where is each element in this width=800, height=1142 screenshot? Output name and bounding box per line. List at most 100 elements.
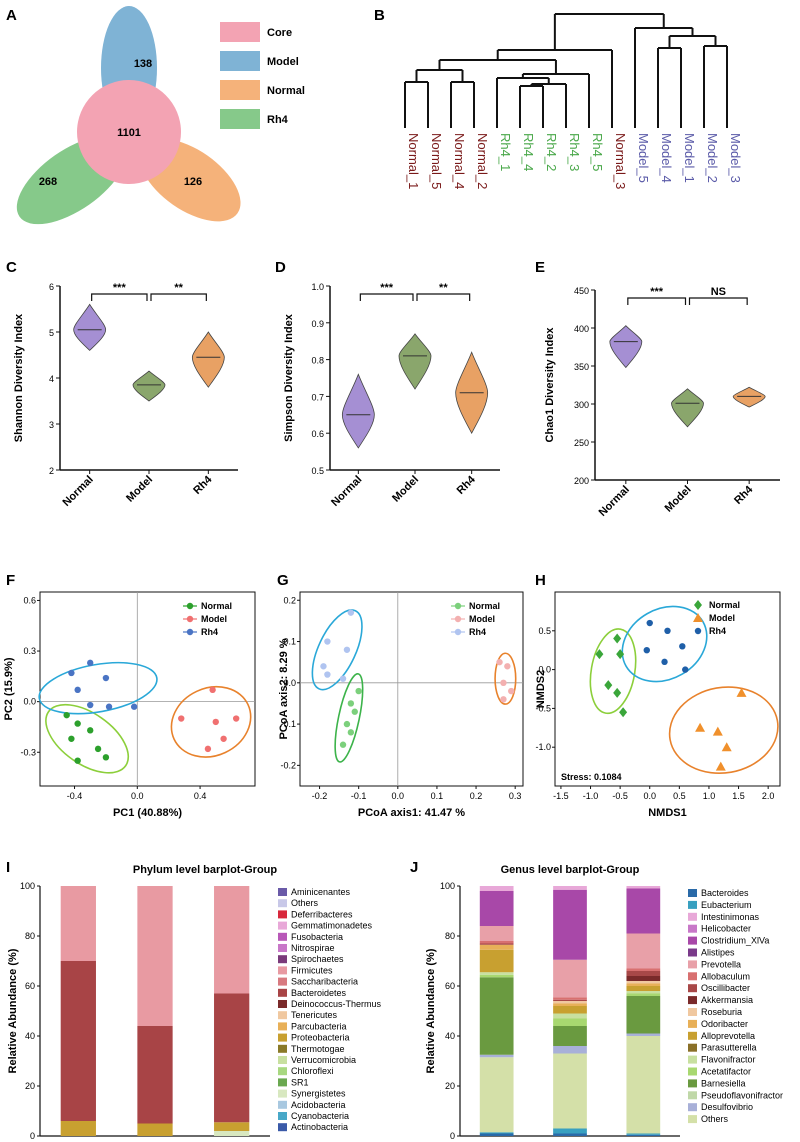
point-normal [616, 649, 625, 660]
point-normal [613, 687, 622, 698]
x-tick-label-rh4: Rh4 [191, 473, 215, 497]
point-rh4 [339, 675, 347, 682]
y-axis-title: Relative Abundance (%) [7, 948, 19, 1073]
legend-swatch-bacteroidetes [278, 988, 287, 997]
bar-segment-roseburia [626, 981, 661, 984]
legend-label-normal: Normal [709, 600, 740, 610]
legend-label-helicobacter: Helicobacter [701, 924, 751, 934]
x-tick-label-normal: Normal [597, 484, 632, 519]
bar-segment-proteobacteria [214, 1122, 250, 1131]
bar-segment-desulfovibrio [479, 1054, 514, 1058]
bar-segment-bacteroides [553, 1133, 587, 1136]
venn-legend-label-rh4: Rh4 [267, 114, 289, 126]
legend-label-pseudoflavonifractor: Pseudoflavonifractor [701, 1090, 783, 1100]
legend-swatch-akkermansia [688, 996, 697, 1005]
chart-title: Genus level barplot-Group [501, 864, 640, 876]
bar-segment-intestinimonas [553, 886, 587, 890]
legend-label-flavonifractor: Flavonifractor [701, 1055, 756, 1065]
legend-swatch-odoribacter [688, 1019, 697, 1028]
legend-label-proteobacteria: Proteobacteria [291, 1033, 350, 1043]
venn-legend-label-core: Core [267, 27, 292, 39]
dendrogram-leaf-rh4-2: Rh4_2 [544, 133, 559, 171]
y-axis-title: Relative Abundance (%) [425, 948, 437, 1073]
x-tick-label: 0.4 [194, 791, 207, 801]
y-tick-label: -0.2 [280, 760, 296, 770]
panel-label-b: B [374, 7, 385, 24]
legend-label-thermotogae: Thermotogae [291, 1044, 345, 1054]
point-rh4 [679, 643, 686, 650]
panel-label-a: A [6, 7, 17, 24]
x-tick-label: -1.0 [583, 791, 599, 801]
point-model [204, 745, 212, 753]
y-tick-label: 450 [574, 286, 589, 296]
bar-segment-flavonifractor [626, 991, 661, 994]
bar-segment-acetatifactor [479, 974, 514, 978]
dendrogram-leaf-normal-4: Normal_4 [452, 133, 467, 189]
x-tick-label: 0.0 [643, 791, 656, 801]
legend-swatch-gemmatimonadetes [278, 921, 287, 930]
point-model [212, 718, 219, 726]
legend-swatch-pseudoflavonifractor [688, 1091, 697, 1100]
x-tick-label: 1.5 [732, 791, 745, 801]
legend-label-oscillibacter: Oscillibacter [701, 983, 750, 993]
x-tick-label: 1.0 [703, 791, 716, 801]
legend-label-parasutterella: Parasutterella [701, 1043, 757, 1053]
y-tick-label: 0.0 [283, 678, 296, 688]
significance-label: ** [174, 282, 183, 294]
x-tick-label: 0.1 [431, 791, 444, 801]
legend-swatch-flavonifractor [688, 1055, 697, 1064]
significance-label: ** [439, 282, 448, 294]
point-model [508, 687, 515, 695]
legend-marker-model [693, 613, 703, 622]
point-normal [613, 633, 622, 644]
point-model [500, 679, 507, 687]
point-model [178, 715, 185, 722]
confidence-ellipse-rh4 [311, 609, 363, 691]
bar-segment-bacteroides [479, 1133, 514, 1136]
x-tick-label: -0.5 [612, 791, 628, 801]
y-axis-title: Shannon Diversity Index [13, 313, 25, 442]
legend-label-others: Others [291, 898, 319, 908]
y-tick-label: 0.9 [311, 319, 324, 329]
legend-swatch-deinococcus-thermus [278, 1000, 287, 1008]
y-axis-title: PCoA axis2: 8.29 % [278, 638, 290, 739]
venn-legend-swatch-normal [220, 80, 260, 100]
legend-label-rh4: Rh4 [201, 627, 218, 637]
bar-segment-desulfovibrio [553, 1046, 587, 1054]
significance-bracket [688, 297, 748, 305]
legend-label-actinobacteria: Actinobacteria [291, 1122, 348, 1132]
y-tick-label: 0.6 [23, 595, 36, 605]
venn-set-core [77, 80, 181, 184]
dendrogram-leaf-rh4-5: Rh4_5 [590, 133, 605, 171]
bar-segment-allobaculum [553, 997, 587, 1000]
legend-label-clostridium-xlva: Clostridium_XlVa [701, 936, 769, 946]
y-tick-label: 100 [20, 881, 35, 891]
legend-swatch-clostridium-xlva [688, 936, 697, 945]
bar-segment-bacteroides [626, 1134, 661, 1136]
legend-label-aminicenantes: Aminicenantes [291, 887, 351, 897]
dendrogram-leaf-model-4: Model_4 [659, 133, 674, 183]
legend-swatch-eubacterium [688, 900, 697, 909]
y-axis-title: Chao1 Diversity Index [544, 327, 556, 443]
y-tick-label: -1.0 [535, 742, 551, 752]
legend-swatch-intestinimonas [688, 912, 697, 921]
bar-segment-akkermansia [626, 976, 661, 981]
violin-model [671, 388, 704, 428]
legend-label-allobaculum: Allobaculum [701, 971, 750, 981]
y-tick-label: 0.5 [311, 466, 324, 476]
bar-segment-firmicutes [137, 886, 173, 1026]
bar-segment-clostridium-xlva [479, 891, 514, 926]
point-model [695, 722, 706, 732]
point-rh4 [646, 619, 653, 627]
significance-bracket [416, 293, 471, 301]
y-tick-label: 40 [445, 1031, 455, 1041]
violin-rh4 [732, 386, 766, 408]
significance-label: *** [650, 286, 664, 298]
y-tick-label: 0.8 [311, 356, 324, 366]
bar-segment-eubacterium [553, 1128, 587, 1134]
legend-label-verrucomicrobia: Verrucomicrobia [291, 1055, 356, 1065]
y-tick-label: 80 [25, 931, 35, 941]
bar-segment-intestinimonas [626, 886, 661, 889]
legend-swatch-tenericutes [278, 1011, 287, 1020]
